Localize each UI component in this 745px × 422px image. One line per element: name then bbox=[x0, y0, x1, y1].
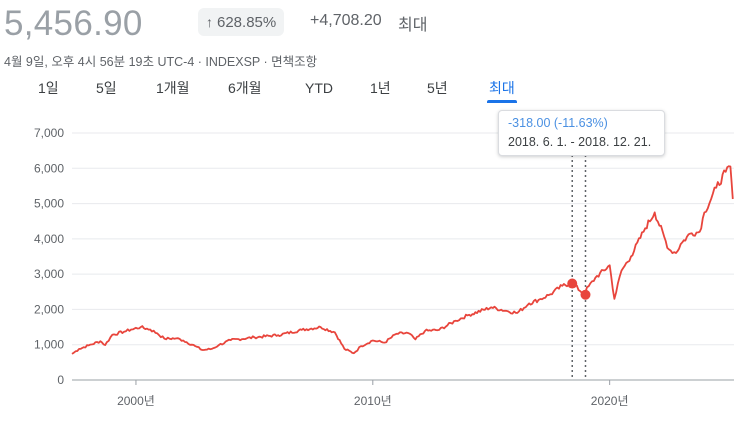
change-percent: 628.85% bbox=[217, 13, 277, 31]
selection-tooltip: -318.00 (-11.63%) 2018. 6. 1. - 2018. 12… bbox=[498, 110, 665, 156]
tab-1-day[interactable]: 1일 bbox=[38, 80, 59, 96]
arrow-up-icon: ↑ bbox=[206, 14, 213, 30]
y-tick-label: 2,000 bbox=[34, 302, 64, 316]
quote-header: 5,456.90 ↑ 628.85% +4,708.20 최대 4월 9일, 오… bbox=[0, 0, 745, 80]
price-line bbox=[71, 165, 734, 355]
tab-max[interactable]: 최대 bbox=[489, 80, 515, 96]
tooltip-dates: 2018. 6. 1. - 2018. 12. 21. bbox=[508, 135, 652, 149]
price-chart[interactable]: 0 1,000 2,000 3,000 4,000 5,000 6,000 7,000 2000… bbox=[0, 110, 745, 422]
tooltip-change: -318.00 (-11.63%) bbox=[508, 116, 608, 130]
y-tick-label: 4,000 bbox=[34, 232, 64, 246]
tab-ytd[interactable]: YTD bbox=[305, 80, 333, 96]
tab-1-year[interactable]: 1년 bbox=[370, 80, 391, 96]
tab-5-day[interactable]: 5일 bbox=[96, 80, 117, 96]
y-tick-label: 7,000 bbox=[34, 126, 64, 140]
y-tick-label: 5,000 bbox=[34, 197, 64, 211]
selection-end-marker[interactable] bbox=[580, 289, 591, 300]
selection-start-marker[interactable] bbox=[567, 278, 578, 289]
y-tick-label: 6,000 bbox=[34, 161, 64, 175]
tab-5-year[interactable]: 5년 bbox=[427, 80, 448, 96]
change-absolute: +4,708.20 bbox=[310, 12, 382, 29]
quote-meta: 4월 9일, 오후 4시 56분 19초 UTC-4 · INDEXSP · 면… bbox=[4, 55, 318, 69]
change-percent-badge: ↑ 628.85% bbox=[198, 8, 285, 36]
range-name: 최대 bbox=[398, 17, 428, 34]
x-tick-label: 2010년 bbox=[354, 394, 392, 408]
x-tick-label: 2000년 bbox=[117, 394, 155, 408]
current-price: 5,456.90 bbox=[4, 4, 143, 43]
tab-6-month[interactable]: 6개월 bbox=[228, 80, 262, 96]
tab-1-month[interactable]: 1개월 bbox=[156, 80, 190, 96]
x-tick-label: 2020년 bbox=[591, 394, 629, 408]
active-tab-indicator bbox=[487, 100, 517, 103]
y-tick-label: 1,000 bbox=[34, 338, 64, 352]
y-tick-label: 0 bbox=[57, 373, 64, 387]
y-tick-label: 3,000 bbox=[34, 267, 64, 281]
